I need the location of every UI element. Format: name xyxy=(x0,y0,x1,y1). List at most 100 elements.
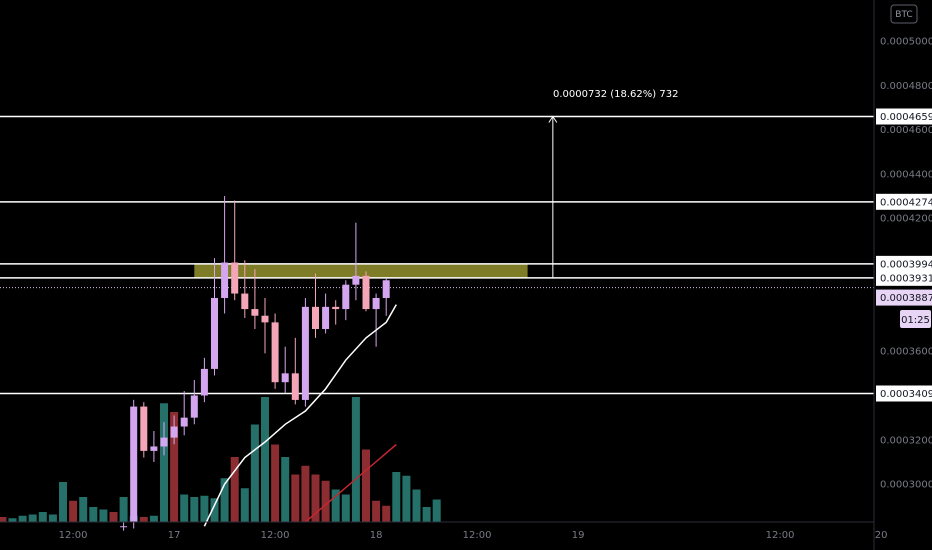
volume-bar xyxy=(0,517,7,522)
candle-body xyxy=(180,417,188,427)
volume-histogram xyxy=(0,397,441,522)
level-tag-box xyxy=(876,108,932,125)
volume-bar xyxy=(8,518,17,522)
volume-bar xyxy=(362,449,370,522)
currency-badge-box xyxy=(890,4,918,24)
volume-bar xyxy=(392,472,401,522)
volume-bar xyxy=(210,498,219,522)
countdown-box xyxy=(900,310,931,328)
volume-bar xyxy=(402,475,411,522)
candle-body xyxy=(120,526,128,528)
price-tick-label: 0.0004400 xyxy=(880,169,932,180)
volume-bar xyxy=(79,497,88,522)
candlestick-series xyxy=(120,196,390,531)
level-tag-text: 0.0003409 xyxy=(880,389,932,400)
candle-body xyxy=(231,262,239,294)
volume-bar xyxy=(372,500,381,522)
ma-line xyxy=(203,304,397,527)
volume-bar xyxy=(422,507,431,522)
candle-body xyxy=(342,284,350,310)
volume-bar xyxy=(341,494,350,522)
volume-bar xyxy=(180,494,189,522)
volume-bar xyxy=(321,480,330,522)
time-tick-label: 17 xyxy=(168,530,181,541)
volume-bar xyxy=(230,457,239,522)
volume-bar xyxy=(18,515,27,522)
price-range-label: 0.0000732 (18.62%) 732 xyxy=(553,89,678,100)
volume-bar xyxy=(250,424,259,522)
time-tick-label: 20 xyxy=(875,530,888,541)
candle-body xyxy=(200,368,208,396)
level-tag-text: 0.0003994 xyxy=(880,259,932,270)
volume-bar xyxy=(28,514,37,522)
volume-bar xyxy=(291,474,300,522)
candle-body xyxy=(301,306,309,400)
countdown-text: 01:25 xyxy=(901,315,930,326)
volume-bar xyxy=(240,488,249,522)
volume-bar xyxy=(311,474,320,522)
volume-bar xyxy=(89,507,98,522)
time-tick-label: 18 xyxy=(370,530,383,541)
time-tick-label: 12:00 xyxy=(463,530,492,541)
price-tick-label: 0.0003000 xyxy=(880,480,932,491)
moving-average xyxy=(203,304,397,527)
trend-line xyxy=(304,443,397,523)
candle-body xyxy=(271,322,279,383)
volume-bar xyxy=(149,515,158,522)
level-tag-box xyxy=(876,255,932,272)
level-tag-box xyxy=(876,193,932,210)
price-tick-label: 0.0004200 xyxy=(880,214,932,225)
candle-body xyxy=(362,275,370,310)
level-tag-text: 0.0004274 xyxy=(880,197,932,208)
volume-bar xyxy=(99,509,108,522)
candle-body xyxy=(261,315,269,323)
measure-arrowhead xyxy=(548,115,558,123)
candle-body xyxy=(251,309,259,316)
current-price-tag-box xyxy=(876,289,932,306)
bar-countdown: 01:25 xyxy=(900,310,931,328)
volume-bar xyxy=(119,497,128,522)
volume-bar xyxy=(432,499,441,522)
volume-bar xyxy=(59,482,67,522)
volume-trend-line[interactable] xyxy=(304,443,397,523)
volume-bar xyxy=(200,495,209,522)
volume-bar xyxy=(109,512,118,522)
candle-body xyxy=(332,306,340,310)
volume-bar xyxy=(170,412,179,522)
candle-body xyxy=(372,297,380,310)
currency-badge[interactable]: BTC xyxy=(890,4,918,24)
volume-bar xyxy=(220,478,229,522)
volume-bar xyxy=(69,500,78,522)
price-tick-label: 0.0004600 xyxy=(880,125,932,136)
candle-body xyxy=(130,406,138,522)
candle-body xyxy=(221,262,229,298)
candle-body xyxy=(160,437,168,447)
volume-bar xyxy=(139,517,148,522)
currency-badge-text: BTC xyxy=(895,10,912,20)
volume-bar xyxy=(301,465,310,522)
level-tag-box xyxy=(876,269,932,286)
candle-body xyxy=(241,293,249,310)
time-tick-label: 12:00 xyxy=(59,530,88,541)
time-axis[interactable]: 12:00 17 12:00 18 12:00 19 12:00 20 xyxy=(59,530,888,541)
price-axis[interactable]: 0.0005000 0.0004800 0.0004600 0.0004400 0.00… xyxy=(880,36,932,490)
volume-bar xyxy=(271,444,280,522)
volume-bar xyxy=(382,505,391,522)
volume-bar xyxy=(160,403,168,522)
candle-body xyxy=(140,406,148,451)
candle-body xyxy=(150,446,158,451)
price-range-measure[interactable]: 0.0000732 (18.62%) 732 xyxy=(548,89,679,278)
volume-bar xyxy=(261,397,269,522)
price-tick-label: 0.0003600 xyxy=(880,347,932,358)
price-tick-label: 0.0004800 xyxy=(880,81,932,92)
horizontal-levels[interactable] xyxy=(0,115,874,395)
level-tag-text: 0.0004659 xyxy=(880,112,932,123)
price-tick-label: 0.0005000 xyxy=(880,36,932,47)
resistance-zone-box xyxy=(194,263,528,279)
volume-bar xyxy=(281,457,290,522)
volume-bar xyxy=(351,397,360,522)
candle-body xyxy=(312,306,319,330)
resistance-zone[interactable] xyxy=(194,263,528,279)
candle-body xyxy=(170,426,178,438)
